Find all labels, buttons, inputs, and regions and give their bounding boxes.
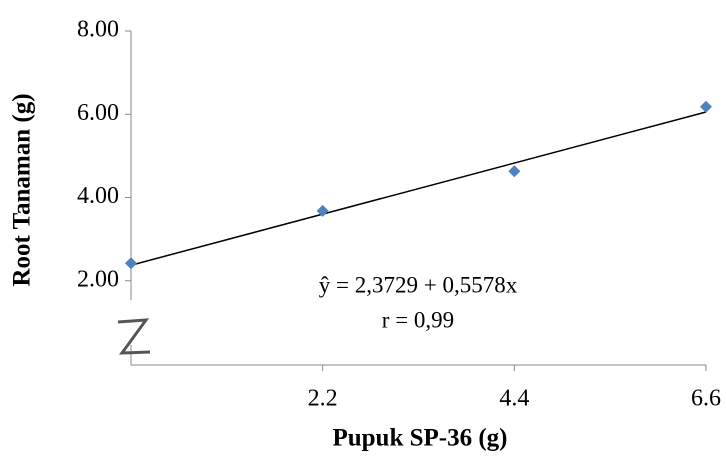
y-tick-label: 8.00 <box>77 17 119 43</box>
x-tick-label: 6.6 <box>691 386 721 412</box>
point <box>700 100 712 113</box>
x-axis-title: Pupuk SP-36 (g) <box>332 425 507 452</box>
x-tick-label: 4.4 <box>499 386 529 412</box>
y-tick-label: 2.00 <box>77 266 119 292</box>
equation: ŷ = 2,3729 + 0,5578x <box>319 272 518 297</box>
y-axis-title: Root Tanaman (g) <box>9 93 36 286</box>
trendline <box>130 111 707 266</box>
y-tick-label: 6.00 <box>77 100 119 126</box>
point <box>508 165 521 178</box>
axis-break <box>117 318 151 355</box>
point <box>316 204 329 217</box>
y-tick-label: 4.00 <box>77 183 119 209</box>
r-value: r = 0,99 <box>382 307 454 332</box>
x-tick-label: 2.2 <box>308 386 338 412</box>
point <box>125 257 137 270</box>
